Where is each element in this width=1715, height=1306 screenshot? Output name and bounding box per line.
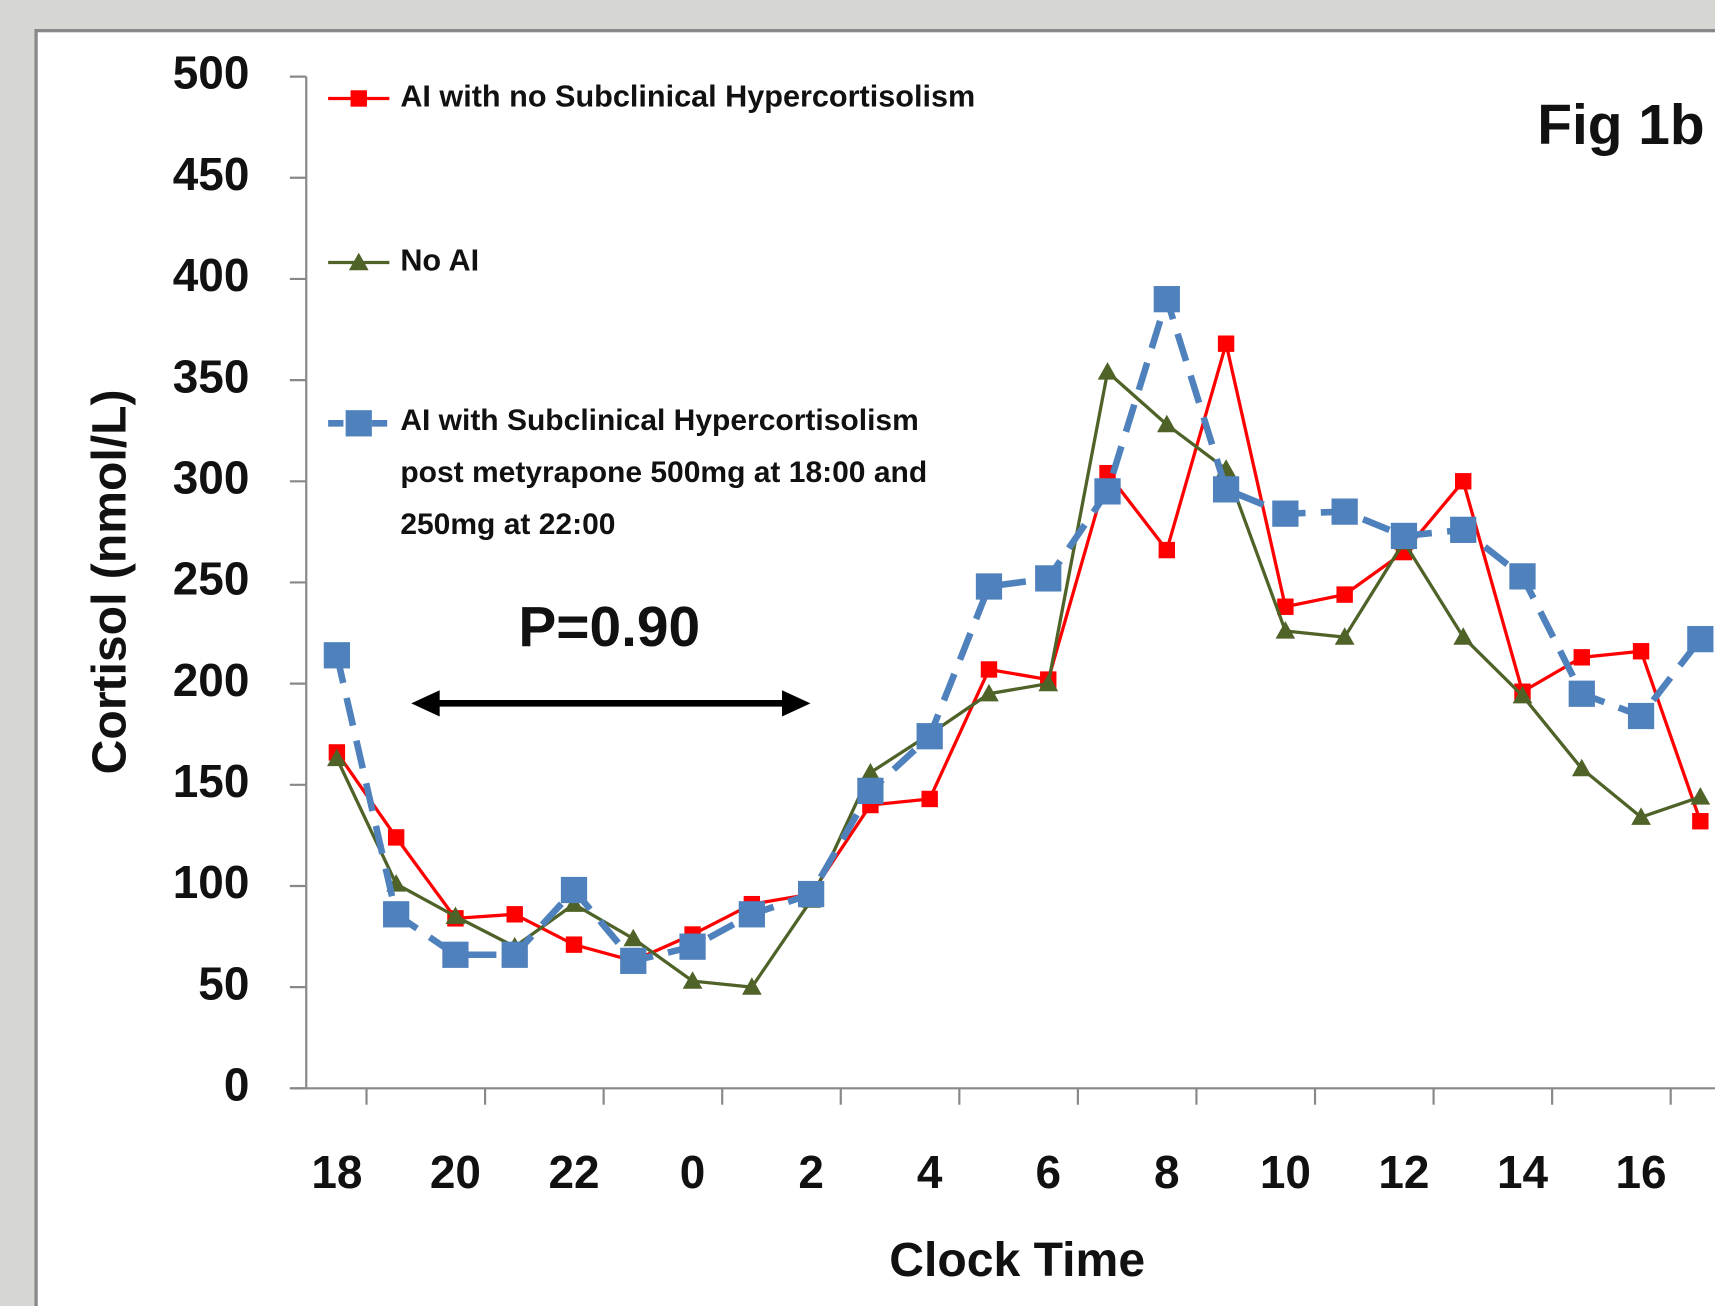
point <box>623 928 644 947</box>
point <box>1455 473 1472 490</box>
x-tick-label: 20 <box>430 1146 481 1198</box>
point <box>1692 813 1709 830</box>
x-tick-label: 18 <box>311 1146 362 1198</box>
series-line <box>335 368 1701 989</box>
point <box>1690 787 1711 805</box>
point <box>1331 498 1358 525</box>
point <box>1631 807 1651 825</box>
range-arrow <box>411 690 811 717</box>
point <box>1035 565 1062 592</box>
x-tick-label: 14 <box>1497 1146 1549 1198</box>
legend-label: AI with Subclinical Hypercortisolism pos… <box>400 403 928 541</box>
point <box>975 573 1003 600</box>
point <box>1573 649 1590 666</box>
point <box>565 936 583 953</box>
point <box>1275 621 1296 639</box>
point <box>620 947 647 974</box>
point <box>1094 478 1121 505</box>
legend-marker <box>348 252 369 271</box>
point <box>1153 286 1180 313</box>
point <box>857 777 884 804</box>
point <box>1512 685 1533 704</box>
point <box>742 977 762 995</box>
y-tick-label: 200 <box>173 654 250 706</box>
point <box>1277 598 1294 615</box>
y-tick-label: 50 <box>198 957 249 1009</box>
point <box>860 762 881 781</box>
legend-marker <box>350 90 367 107</box>
x-tick-label: 22 <box>548 1146 599 1198</box>
x-tick-label: 16 <box>1616 1146 1667 1198</box>
point <box>442 941 469 968</box>
x-tick-label: 10 <box>1260 1146 1311 1198</box>
point <box>1509 563 1536 590</box>
x-tick-label: 4 <box>917 1146 943 1198</box>
figure-label: Fig 1b <box>1537 94 1704 157</box>
point <box>916 723 943 750</box>
y-tick-label: 400 <box>173 249 250 301</box>
point <box>1687 625 1714 653</box>
point <box>1336 586 1353 603</box>
point <box>798 880 825 908</box>
x-tick-label: 0 <box>680 1146 706 1198</box>
y-tick-label: 350 <box>173 350 250 402</box>
point <box>1450 516 1477 543</box>
point <box>445 906 466 924</box>
legend-marker <box>345 410 372 437</box>
chart-frame <box>34 29 1715 1306</box>
y-tick-label: 450 <box>173 148 250 200</box>
legend-label: AI with no Subclinical Hypercortisolism <box>400 80 975 114</box>
point <box>979 683 999 702</box>
point <box>980 661 998 678</box>
point <box>1097 362 1118 380</box>
point <box>387 829 405 846</box>
series-line <box>335 343 1702 963</box>
point <box>1212 476 1240 503</box>
series-line <box>333 288 1703 965</box>
point <box>738 901 765 928</box>
point <box>1334 627 1355 645</box>
point <box>560 876 588 904</box>
point <box>1627 702 1655 730</box>
point <box>1571 758 1592 777</box>
point <box>501 941 528 968</box>
y-tick-label: 100 <box>173 856 250 908</box>
point <box>921 790 938 808</box>
x-tick-label: 8 <box>1154 1146 1180 1198</box>
p-value: P=0.90 <box>518 596 700 659</box>
point <box>1158 541 1176 559</box>
point <box>323 642 350 669</box>
point <box>1390 522 1418 550</box>
x-tick-label: 6 <box>1035 1146 1061 1198</box>
point <box>1453 627 1474 645</box>
y-tick-label: 0 <box>224 1058 250 1110</box>
x-tick-label: 2 <box>798 1146 824 1198</box>
point <box>383 901 410 928</box>
point <box>1038 673 1059 692</box>
y-axis-title: Cortisol (nmol/L) <box>82 389 136 774</box>
point <box>682 971 703 989</box>
point <box>1632 643 1650 660</box>
point <box>327 748 347 767</box>
point <box>1217 335 1235 352</box>
y-tick-label: 250 <box>173 553 250 605</box>
point <box>1156 414 1177 433</box>
x-axis-title: Clock Time <box>889 1233 1145 1287</box>
point <box>1272 500 1299 527</box>
y-tick-label: 150 <box>173 755 250 807</box>
point <box>1568 680 1595 707</box>
point <box>679 933 706 960</box>
y-tick-label: 500 <box>173 47 250 99</box>
x-tick-label: 12 <box>1378 1146 1429 1198</box>
legend-label: No AI <box>400 244 479 278</box>
y-tick-label: 300 <box>173 451 250 503</box>
point <box>506 906 523 923</box>
